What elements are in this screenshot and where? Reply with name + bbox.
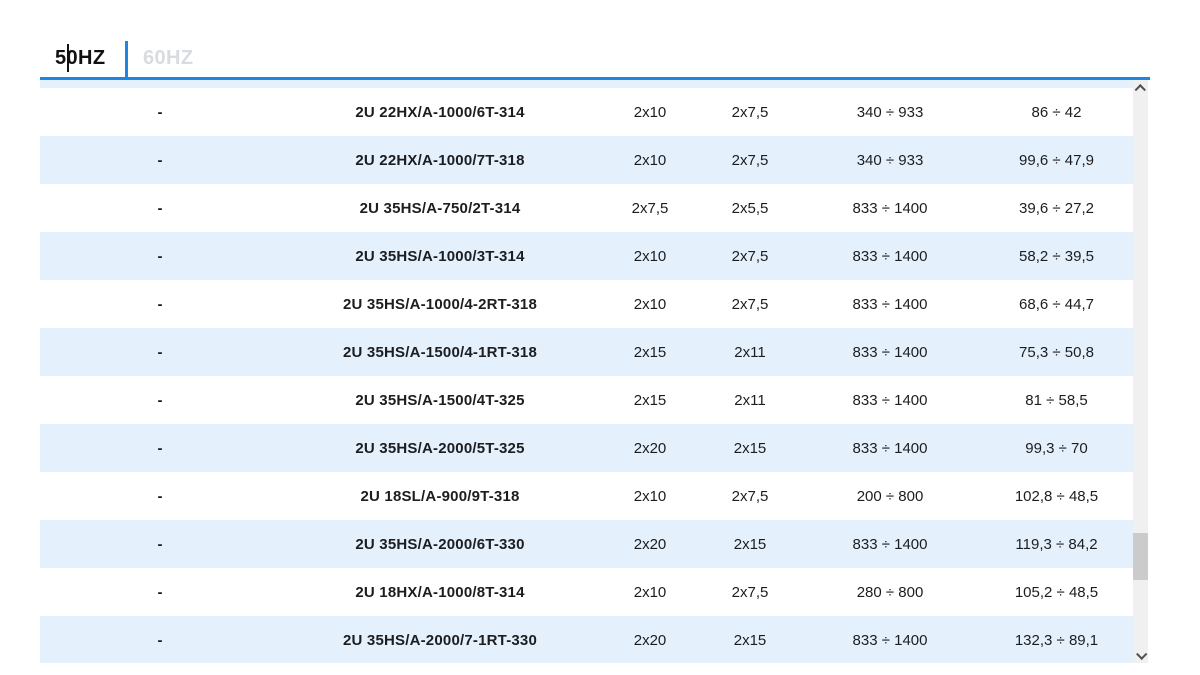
tab-underline — [40, 77, 1150, 80]
range-cell: 99,6 ÷ 47,9 — [1019, 151, 1094, 169]
dash-cell: - — [157, 247, 163, 265]
partial-row-top — [40, 80, 1133, 88]
table-row: - 2U 18SL/A-900/9T-318 2x10 2x7,5 200 ÷ 800 1… — [40, 472, 1133, 520]
model-cell: 2U 22HX/A-1000/7T-318 — [355, 151, 525, 169]
range-cell: 68,6 ÷ 44,7 — [1019, 295, 1094, 313]
text-cursor — [67, 44, 69, 72]
range-cell: 833 ÷ 1400 — [852, 439, 928, 457]
table-row: - 2U 18HX/A-1000/8T-314 2x10 2x7,5 280 ÷ 800… — [40, 568, 1133, 616]
table-row: - 2U 22HX/A-1000/7T-318 2x10 2x7,5 340 ÷ 933… — [40, 136, 1133, 184]
range-cell: 200 ÷ 800 — [856, 487, 924, 505]
range-cell: 833 ÷ 1400 — [852, 247, 928, 265]
value-cell: 2x10 — [633, 583, 667, 601]
value-cell: 2x7,5 — [731, 487, 769, 505]
range-cell: 81 ÷ 58,5 — [1025, 391, 1088, 409]
range-cell: 102,8 ÷ 48,5 — [1014, 487, 1099, 505]
range-cell: 833 ÷ 1400 — [852, 199, 928, 217]
range-cell: 833 ÷ 1400 — [852, 631, 928, 649]
table-row: - 2U 22HX/A-1000/6T-314 2x10 2x7,5 340 ÷ 933… — [40, 88, 1133, 136]
model-cell: 2U 35HS/A-2000/6T-330 — [355, 535, 525, 553]
scroll-down-button[interactable] — [1133, 646, 1148, 663]
model-cell: 2U 35HS/A-2000/7-1RT-330 — [342, 631, 538, 649]
value-cell: 2x20 — [633, 535, 667, 553]
chevron-down-icon — [1135, 648, 1147, 660]
value-cell: 2x11 — [734, 343, 766, 361]
tab-divider — [125, 41, 128, 80]
range-cell: 833 ÷ 1400 — [852, 295, 928, 313]
scrollbar-thumb[interactable] — [1133, 533, 1148, 580]
tab-50hz[interactable]: 50HZ — [55, 47, 106, 69]
value-cell: 2x10 — [633, 295, 667, 313]
dash-cell: - — [157, 439, 163, 457]
table-row: - 2U 35HS/A-1500/4-1RT-318 2x15 2x11 833 ÷ 1… — [40, 328, 1133, 376]
range-cell: 86 ÷ 42 — [1031, 103, 1082, 121]
value-cell: 2x7,5 — [731, 151, 769, 169]
scroll-up-button[interactable] — [1133, 80, 1148, 97]
table-row: - 2U 35HS/A-1500/4T-325 2x15 2x11 833 ÷ 1400… — [40, 376, 1133, 424]
value-cell: 2x7,5 — [731, 103, 769, 121]
value-cell: 2x11 — [734, 391, 766, 409]
table-rows: - 2U 22HX/A-1000/6T-314 2x10 2x7,5 340 ÷ 933… — [40, 88, 1133, 663]
value-cell: 2x10 — [633, 247, 667, 265]
range-cell: 833 ÷ 1400 — [852, 535, 928, 553]
product-table: - 2U 22HX/A-1000/6T-314 2x10 2x7,5 340 ÷ 933… — [40, 80, 1133, 663]
value-cell: 2x10 — [633, 151, 667, 169]
range-cell: 105,2 ÷ 48,5 — [1014, 583, 1099, 601]
model-cell: 2U 35HS/A-2000/5T-325 — [355, 439, 525, 457]
model-cell: 2U 35HS/A-1000/3T-314 — [355, 247, 525, 265]
range-cell: 833 ÷ 1400 — [852, 343, 928, 361]
dash-cell: - — [157, 151, 163, 169]
model-cell: 2U 35HS/A-1000/4-2RT-318 — [342, 295, 538, 313]
value-cell: 2x7,5 — [731, 583, 769, 601]
value-cell: 2x10 — [633, 103, 667, 121]
chevron-up-icon — [1134, 83, 1146, 95]
value-cell: 2x5,5 — [731, 199, 769, 217]
range-cell: 119,3 ÷ 84,2 — [1015, 535, 1098, 553]
dash-cell: - — [157, 199, 163, 217]
vertical-scrollbar[interactable] — [1133, 80, 1148, 663]
table-row: - 2U 35HS/A-2000/5T-325 2x20 2x15 833 ÷ 1400… — [40, 424, 1133, 472]
model-cell: 2U 18HX/A-1000/8T-314 — [355, 583, 525, 601]
range-cell: 280 ÷ 800 — [856, 583, 924, 601]
value-cell: 2x7,5 — [631, 199, 669, 217]
value-cell: 2x7,5 — [731, 295, 769, 313]
model-cell: 2U 35HS/A-1500/4-1RT-318 — [342, 343, 538, 361]
table-row: - 2U 35HS/A-750/2T-314 2x7,5 2x5,5 833 ÷ 140… — [40, 184, 1133, 232]
dash-cell: - — [157, 583, 163, 601]
table-row: - 2U 35HS/A-1000/3T-314 2x10 2x7,5 833 ÷ 140… — [40, 232, 1133, 280]
model-cell: 2U 18SL/A-900/9T-318 — [360, 487, 520, 505]
value-cell: 2x15 — [733, 439, 767, 457]
range-cell: 833 ÷ 1400 — [852, 391, 928, 409]
value-cell: 2x15 — [633, 343, 667, 361]
value-cell: 2x20 — [633, 439, 667, 457]
value-cell: 2x7,5 — [731, 247, 769, 265]
model-cell: 2U 35HS/A-1500/4T-325 — [355, 391, 525, 409]
tab-60hz[interactable]: 60HZ — [143, 47, 194, 69]
value-cell: 2x15 — [733, 535, 767, 553]
range-cell: 340 ÷ 933 — [856, 151, 924, 169]
dash-cell: - — [157, 631, 163, 649]
dash-cell: - — [157, 391, 163, 409]
range-cell: 58,2 ÷ 39,5 — [1019, 247, 1094, 265]
table-row: - 2U 35HS/A-2000/7-1RT-330 2x20 2x15 833 ÷ 1… — [40, 616, 1133, 663]
value-cell: 2x15 — [633, 391, 667, 409]
dash-cell: - — [157, 487, 163, 505]
value-cell: 2x15 — [733, 631, 767, 649]
range-cell: 132,3 ÷ 89,1 — [1014, 631, 1099, 649]
model-cell: 2U 35HS/A-750/2T-314 — [359, 199, 521, 217]
range-cell: 39,6 ÷ 27,2 — [1019, 199, 1094, 217]
dash-cell: - — [157, 535, 163, 553]
dash-cell: - — [157, 343, 163, 361]
value-cell: 2x10 — [633, 487, 667, 505]
table-row: - 2U 35HS/A-2000/6T-330 2x20 2x15 833 ÷ 1400… — [40, 520, 1133, 568]
range-cell: 340 ÷ 933 — [856, 103, 924, 121]
model-cell: 2U 22HX/A-1000/6T-314 — [355, 103, 525, 121]
range-cell: 99,3 ÷ 70 — [1025, 439, 1088, 457]
range-cell: 75,3 ÷ 50,8 — [1019, 343, 1094, 361]
dash-cell: - — [157, 103, 163, 121]
dash-cell: - — [157, 295, 163, 313]
table-row: - 2U 35HS/A-1000/4-2RT-318 2x10 2x7,5 833 ÷ … — [40, 280, 1133, 328]
value-cell: 2x20 — [633, 631, 667, 649]
